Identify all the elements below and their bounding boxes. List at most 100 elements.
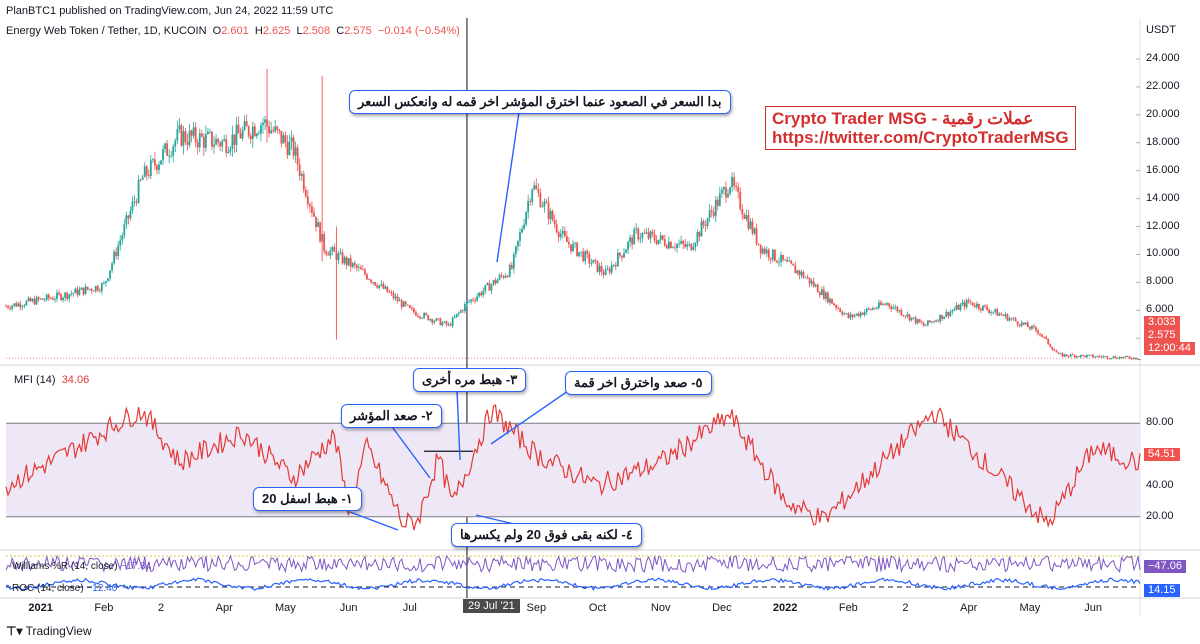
- publisher-line: PlanBTC1 published on TradingView.com, J…: [6, 5, 334, 17]
- symbol-title[interactable]: Energy Web Token / Tether, 1D, KUCOIN: [6, 25, 207, 37]
- williams-label: Williams %R (14, close): [12, 561, 118, 572]
- candle-body: [433, 320, 436, 323]
- candle-body: [1096, 355, 1099, 357]
- candle-body: [231, 134, 234, 149]
- candle-body: [184, 131, 187, 142]
- candle-body: [292, 137, 295, 156]
- price-tick-label: 10.000: [1146, 247, 1180, 260]
- candle-body: [192, 127, 195, 136]
- candle-body: [459, 310, 462, 313]
- candle-body: [814, 284, 817, 287]
- candle-body: [262, 122, 264, 126]
- candle-body: [496, 279, 499, 284]
- callout-top[interactable]: بدا السعر في الصعود عنما اخترق المؤشر اخ…: [349, 90, 731, 114]
- price-box-time: 12:00:44: [1144, 342, 1195, 355]
- candle-body: [924, 324, 927, 326]
- candle-body: [37, 297, 40, 300]
- candle-body: [1049, 344, 1052, 347]
- candle-body: [629, 237, 632, 242]
- candle-body: [986, 306, 988, 311]
- callout-5[interactable]: ٥- صعد واخترق اخر قمة: [565, 371, 712, 395]
- time-tick-label: Jun: [1084, 602, 1102, 614]
- candle-body: [227, 151, 230, 154]
- candle-body: [180, 125, 183, 146]
- candle-body: [859, 312, 862, 317]
- candle-body: [117, 245, 120, 257]
- candle-body: [1059, 353, 1062, 355]
- candle-body: [306, 196, 309, 205]
- candle-body: [1075, 356, 1078, 358]
- candle-body: [235, 124, 238, 145]
- candle-body: [582, 251, 585, 262]
- roc-last-box: 14.15: [1144, 584, 1180, 597]
- candle-body: [953, 309, 956, 311]
- price-tick-label: 18.000: [1146, 135, 1180, 148]
- currency-unit: USDT: [1146, 24, 1176, 36]
- candle-body: [700, 221, 703, 237]
- callout-1[interactable]: ١- هبط اسفل 20: [253, 487, 362, 511]
- price-tick-label: 8.000: [1146, 275, 1174, 288]
- candle-body: [843, 313, 846, 315]
- close-label: C: [336, 25, 345, 37]
- candle-body: [576, 242, 578, 257]
- candle-body: [653, 234, 656, 241]
- candle-body: [565, 236, 568, 243]
- candle-body: [776, 260, 778, 263]
- candle-body: [390, 292, 393, 294]
- candle-body: [98, 290, 101, 292]
- mfi-tick-label: 20.00: [1146, 509, 1174, 522]
- candle-body: [1120, 357, 1123, 358]
- candle-body: [572, 243, 574, 252]
- candle-body: [243, 121, 246, 130]
- candle-body: [394, 296, 397, 299]
- candle-body: [973, 305, 976, 307]
- candle-body: [162, 149, 164, 161]
- candle-body: [492, 280, 495, 285]
- roc-legend: ROC (14, close) −12.40: [12, 583, 117, 594]
- williams-line: [5, 554, 1141, 574]
- candle-body: [865, 308, 868, 313]
- candle-body: [9, 307, 11, 309]
- candle-body: [853, 315, 856, 317]
- candle-body: [551, 210, 554, 221]
- candle-body: [453, 317, 456, 318]
- tradingview-brand[interactable]: ⊤▾ TradingView: [6, 624, 92, 638]
- candle-body: [1077, 356, 1080, 357]
- candle-body: [425, 313, 428, 315]
- candle-body: [54, 299, 56, 300]
- candle-body: [912, 317, 915, 319]
- candle-body: [35, 297, 38, 305]
- candle-body: [353, 263, 356, 266]
- callout-2[interactable]: ٢- صعد المؤشر: [341, 404, 442, 428]
- candle-body: [647, 232, 650, 239]
- callout-4[interactable]: ٤- لكنه بقى فوق 20 ولم يكسرها: [451, 523, 642, 547]
- time-tick-label: 2021: [28, 602, 53, 614]
- indicator-panes: [5, 554, 1141, 591]
- candle-body: [635, 228, 638, 230]
- candle-body: [1043, 336, 1046, 338]
- candle-body: [384, 286, 387, 289]
- candle-body: [268, 126, 271, 134]
- promo-box[interactable]: Crypto Trader MSG - عملات رقمية https://…: [765, 106, 1076, 150]
- candle-body: [890, 306, 893, 309]
- candle-body: [547, 202, 550, 220]
- candle-body: [771, 249, 774, 260]
- candle-body: [209, 131, 211, 133]
- candle-body: [961, 302, 964, 305]
- candle-body: [500, 275, 503, 276]
- candle-body: [1057, 352, 1060, 354]
- candle-body: [674, 247, 676, 249]
- candle-body: [482, 290, 485, 296]
- candle-body: [131, 201, 134, 211]
- candle-body: [702, 221, 705, 225]
- candle-body: [437, 318, 440, 320]
- candle-body: [302, 174, 305, 191]
- candle-body: [810, 281, 813, 284]
- mfi-tick-label: 40.00: [1146, 478, 1174, 491]
- candle-body: [659, 235, 662, 240]
- candle-body: [655, 240, 658, 245]
- candle-body: [404, 301, 407, 305]
- candle-body: [1008, 318, 1011, 321]
- callout-3[interactable]: ٣- هبط مره أخرى: [413, 368, 527, 392]
